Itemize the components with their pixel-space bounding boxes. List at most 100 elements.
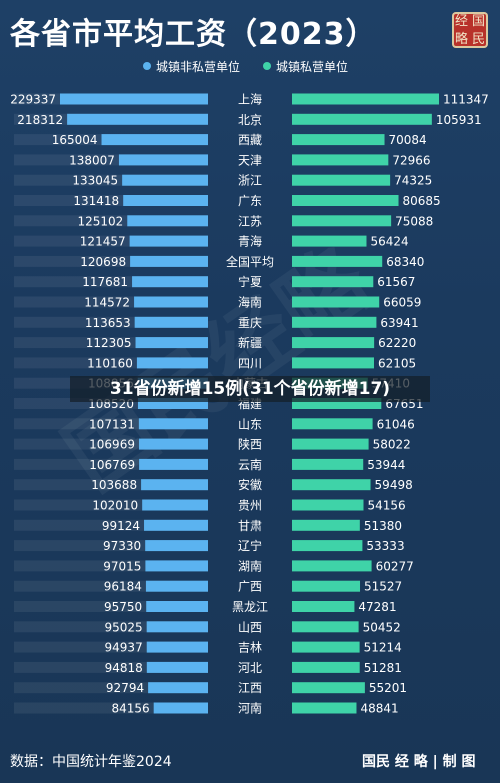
bar-non-private xyxy=(67,113,208,125)
category-label: 陕西 xyxy=(238,437,262,452)
legend-item-non-private: 城镇非私营单位 xyxy=(143,58,240,75)
bar-track-non-private xyxy=(14,398,208,409)
category-label: 江苏 xyxy=(238,214,262,228)
bar-track-non-private xyxy=(14,154,208,166)
bar-private xyxy=(292,621,359,633)
value-label-private: 60277 xyxy=(376,559,414,573)
value-label-private: 66059 xyxy=(383,296,421,310)
value-label-private: 56424 xyxy=(370,235,408,249)
overlay-banner: 31省份新增15例(31个省份新增17) xyxy=(70,376,430,402)
category-label: 新疆 xyxy=(238,335,262,350)
bar-private xyxy=(292,702,357,714)
legend-dot-private xyxy=(263,62,271,70)
bar-non-private xyxy=(129,235,208,247)
value-label-private: 61046 xyxy=(377,417,415,431)
bar-track-non-private xyxy=(14,296,208,308)
category-label: 湖南 xyxy=(238,558,262,573)
bar-track-non-private xyxy=(14,540,208,552)
bar-private xyxy=(292,519,360,531)
bar-non-private xyxy=(127,215,208,227)
value-label-non-private: 102010 xyxy=(92,499,138,513)
bar-track-non-private xyxy=(14,276,208,288)
bar-track-non-private xyxy=(14,438,208,450)
value-label-private: 68340 xyxy=(386,255,424,269)
value-label-non-private: 99124 xyxy=(102,519,140,533)
bar-non-private xyxy=(146,601,208,612)
value-label-private: 75088 xyxy=(395,214,433,228)
value-label-private: 62105 xyxy=(378,356,416,370)
bar-non-private xyxy=(135,337,208,349)
bar-track-non-private xyxy=(14,621,208,633)
bar-track-non-private xyxy=(14,357,208,369)
value-label-non-private: 218312 xyxy=(17,113,63,127)
bar-private xyxy=(292,255,383,267)
category-label: 云南 xyxy=(238,457,262,472)
bar-track-non-private xyxy=(14,195,208,206)
value-label-non-private: 113653 xyxy=(85,316,131,330)
category-label: 重庆 xyxy=(238,316,262,330)
value-label-private: 63941 xyxy=(380,316,418,330)
bar-non-private xyxy=(146,641,208,653)
chart-title: 各省市平均工资（2023） xyxy=(10,17,377,52)
value-label-non-private: 112305 xyxy=(86,336,132,350)
bar-private xyxy=(292,499,364,511)
value-label-non-private: 165004 xyxy=(52,133,98,147)
category-label: 青海 xyxy=(238,234,262,249)
value-label-private: 74325 xyxy=(394,174,432,188)
bar-non-private xyxy=(134,296,208,308)
value-label-private: 61567 xyxy=(377,275,415,289)
legend: 城镇非私营单位 城镇私营单位 xyxy=(0,58,500,74)
category-label: 天津 xyxy=(238,153,262,167)
value-label-non-private: 125102 xyxy=(77,214,123,228)
category-label: 全国平均 xyxy=(226,254,274,269)
category-label: 山东 xyxy=(238,417,262,431)
bar-non-private xyxy=(148,682,208,694)
value-label-non-private: 95750 xyxy=(104,600,142,614)
value-label-private: 80685 xyxy=(403,194,441,208)
category-label: 河北 xyxy=(238,661,262,675)
value-label-non-private: 106969 xyxy=(89,438,135,452)
bar-private xyxy=(292,195,399,206)
bar-private xyxy=(292,215,392,227)
bar-private xyxy=(292,682,365,694)
value-label-private: 51281 xyxy=(364,661,402,675)
value-label-private: 48841 xyxy=(360,702,398,716)
value-label-non-private: 110160 xyxy=(87,356,133,370)
value-label-non-private: 114572 xyxy=(84,296,130,310)
value-label-private: 55201 xyxy=(369,681,407,695)
value-label-private: 111347 xyxy=(443,93,489,107)
value-label-non-private: 120698 xyxy=(80,255,126,269)
bar-non-private xyxy=(146,661,208,673)
bar-private xyxy=(292,418,373,430)
value-label-non-private: 138007 xyxy=(69,153,115,167)
bar-private xyxy=(292,235,367,247)
legend-item-private: 城镇私营单位 xyxy=(263,58,348,75)
category-label: 河南 xyxy=(238,701,262,716)
bar-private xyxy=(292,316,377,328)
bar-track-non-private xyxy=(14,174,208,186)
bar-non-private xyxy=(132,276,208,288)
bar-private xyxy=(292,661,360,673)
bar-non-private xyxy=(136,357,208,369)
bar-private xyxy=(292,113,432,125)
bar-track-non-private xyxy=(14,316,208,328)
bar-non-private xyxy=(145,580,208,592)
bar-private xyxy=(292,580,361,592)
bar-private xyxy=(292,601,355,612)
value-label-private: 72966 xyxy=(392,153,430,167)
bar-non-private xyxy=(153,702,208,714)
category-label: 北京 xyxy=(238,113,262,127)
bar-track-non-private xyxy=(14,641,208,653)
value-label-private: 105931 xyxy=(436,113,482,127)
value-label-non-private: 229337 xyxy=(10,93,56,107)
value-label-private: 59498 xyxy=(375,478,413,492)
bar-track-non-private xyxy=(14,255,208,267)
value-label-non-private: 92794 xyxy=(106,681,144,695)
value-label-non-private: 121457 xyxy=(80,235,126,249)
category-label: 贵州 xyxy=(238,499,262,513)
bar-non-private xyxy=(60,93,208,105)
value-label-private: 51380 xyxy=(364,519,402,533)
bar-non-private xyxy=(138,418,208,430)
value-label-non-private: 107131 xyxy=(89,417,135,431)
bar-track-non-private xyxy=(14,661,208,673)
